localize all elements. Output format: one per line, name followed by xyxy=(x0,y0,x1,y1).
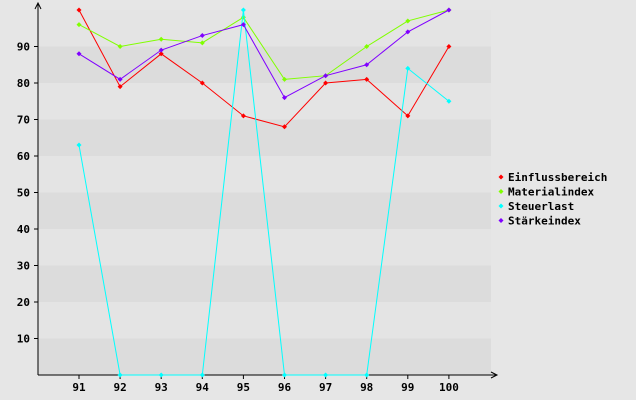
series-line xyxy=(78,9,450,128)
data-point xyxy=(117,76,123,82)
legend-label: Materialindex xyxy=(508,186,594,199)
data-point xyxy=(282,76,287,82)
data-point xyxy=(446,44,452,49)
legend-label: Einflussbereich xyxy=(508,171,607,184)
x-tick-label: 97 xyxy=(319,381,332,394)
series-group xyxy=(76,7,452,101)
data-point xyxy=(446,7,452,13)
data-point xyxy=(117,84,123,90)
x-tick-label: 96 xyxy=(278,381,292,394)
series-group xyxy=(76,7,452,82)
grid-band xyxy=(38,338,491,375)
grid-band xyxy=(38,119,491,156)
data-point xyxy=(199,372,205,378)
data-point xyxy=(282,124,287,130)
data-point xyxy=(364,44,370,49)
y-tick-label: 80 xyxy=(17,77,30,90)
data-point xyxy=(446,98,452,104)
data-point xyxy=(117,44,123,49)
data-point xyxy=(282,372,287,378)
data-point xyxy=(158,47,164,53)
y-axis-ticks: 10 20 30 40 50 60 70 80 90 xyxy=(17,41,38,346)
x-tick-label: 92 xyxy=(113,381,126,394)
chart-axes xyxy=(34,1,499,379)
data-point xyxy=(158,51,164,57)
legend-marker xyxy=(498,218,504,223)
data-point xyxy=(158,36,164,42)
data-point xyxy=(76,7,82,13)
data-point xyxy=(323,73,329,79)
data-point xyxy=(240,22,246,28)
y-tick-label: 10 xyxy=(17,333,30,346)
data-point xyxy=(76,142,82,148)
x-tick-label: 99 xyxy=(401,381,414,394)
data-point xyxy=(364,372,370,378)
data-point xyxy=(323,80,329,86)
grid-band xyxy=(38,265,491,302)
y-tick-label: 70 xyxy=(17,114,30,127)
data-point xyxy=(158,372,164,378)
y-tick-label: 60 xyxy=(17,150,30,163)
series-line xyxy=(78,9,450,376)
plot-background-bands xyxy=(38,10,491,375)
data-point xyxy=(199,33,205,39)
grid-band xyxy=(38,83,491,120)
series-line xyxy=(78,9,450,80)
data-point xyxy=(199,80,205,86)
data-point xyxy=(364,62,370,68)
grid-band xyxy=(38,10,491,47)
legend-marker xyxy=(498,174,504,180)
y-tick-label: 50 xyxy=(17,187,30,200)
data-point xyxy=(323,372,329,378)
x-axis-arrow xyxy=(490,371,499,379)
series-line xyxy=(78,9,450,99)
grid-band xyxy=(38,46,491,83)
data-point xyxy=(405,65,411,71)
grid-band xyxy=(38,302,491,339)
x-tick-label: 98 xyxy=(360,381,373,394)
x-tick-label: 91 xyxy=(72,381,86,394)
data-point xyxy=(364,76,370,82)
y-tick-label: 20 xyxy=(17,296,30,309)
data-point xyxy=(240,113,246,119)
data-point xyxy=(405,113,411,119)
data-point xyxy=(76,51,82,57)
series-group xyxy=(76,7,452,130)
data-point xyxy=(240,7,246,13)
series-group xyxy=(76,7,452,378)
grid-band xyxy=(38,229,491,266)
data-point xyxy=(76,22,82,28)
data-point xyxy=(282,95,287,101)
legend-label: Steuerlast xyxy=(508,200,574,213)
x-tick-label: 93 xyxy=(155,381,168,394)
series-lines xyxy=(76,7,452,378)
y-tick-label: 90 xyxy=(17,41,30,54)
data-point xyxy=(405,29,411,35)
y-axis-arrow xyxy=(34,1,42,10)
y-tick-label: 40 xyxy=(17,223,30,236)
x-axis-ticks: 91 92 93 94 95 96 97 98 99 100 xyxy=(72,375,459,394)
legend-marker xyxy=(498,189,504,194)
x-tick-label: 100 xyxy=(439,381,459,394)
legend-marker xyxy=(498,203,504,209)
x-tick-label: 94 xyxy=(196,381,210,394)
legend-label: Stärkeindex xyxy=(508,215,581,228)
grid-band xyxy=(38,156,491,193)
data-point xyxy=(405,18,411,24)
data-point xyxy=(199,40,205,46)
y-tick-label: 30 xyxy=(17,260,30,273)
data-point xyxy=(117,372,123,378)
x-tick-label: 95 xyxy=(237,381,250,394)
